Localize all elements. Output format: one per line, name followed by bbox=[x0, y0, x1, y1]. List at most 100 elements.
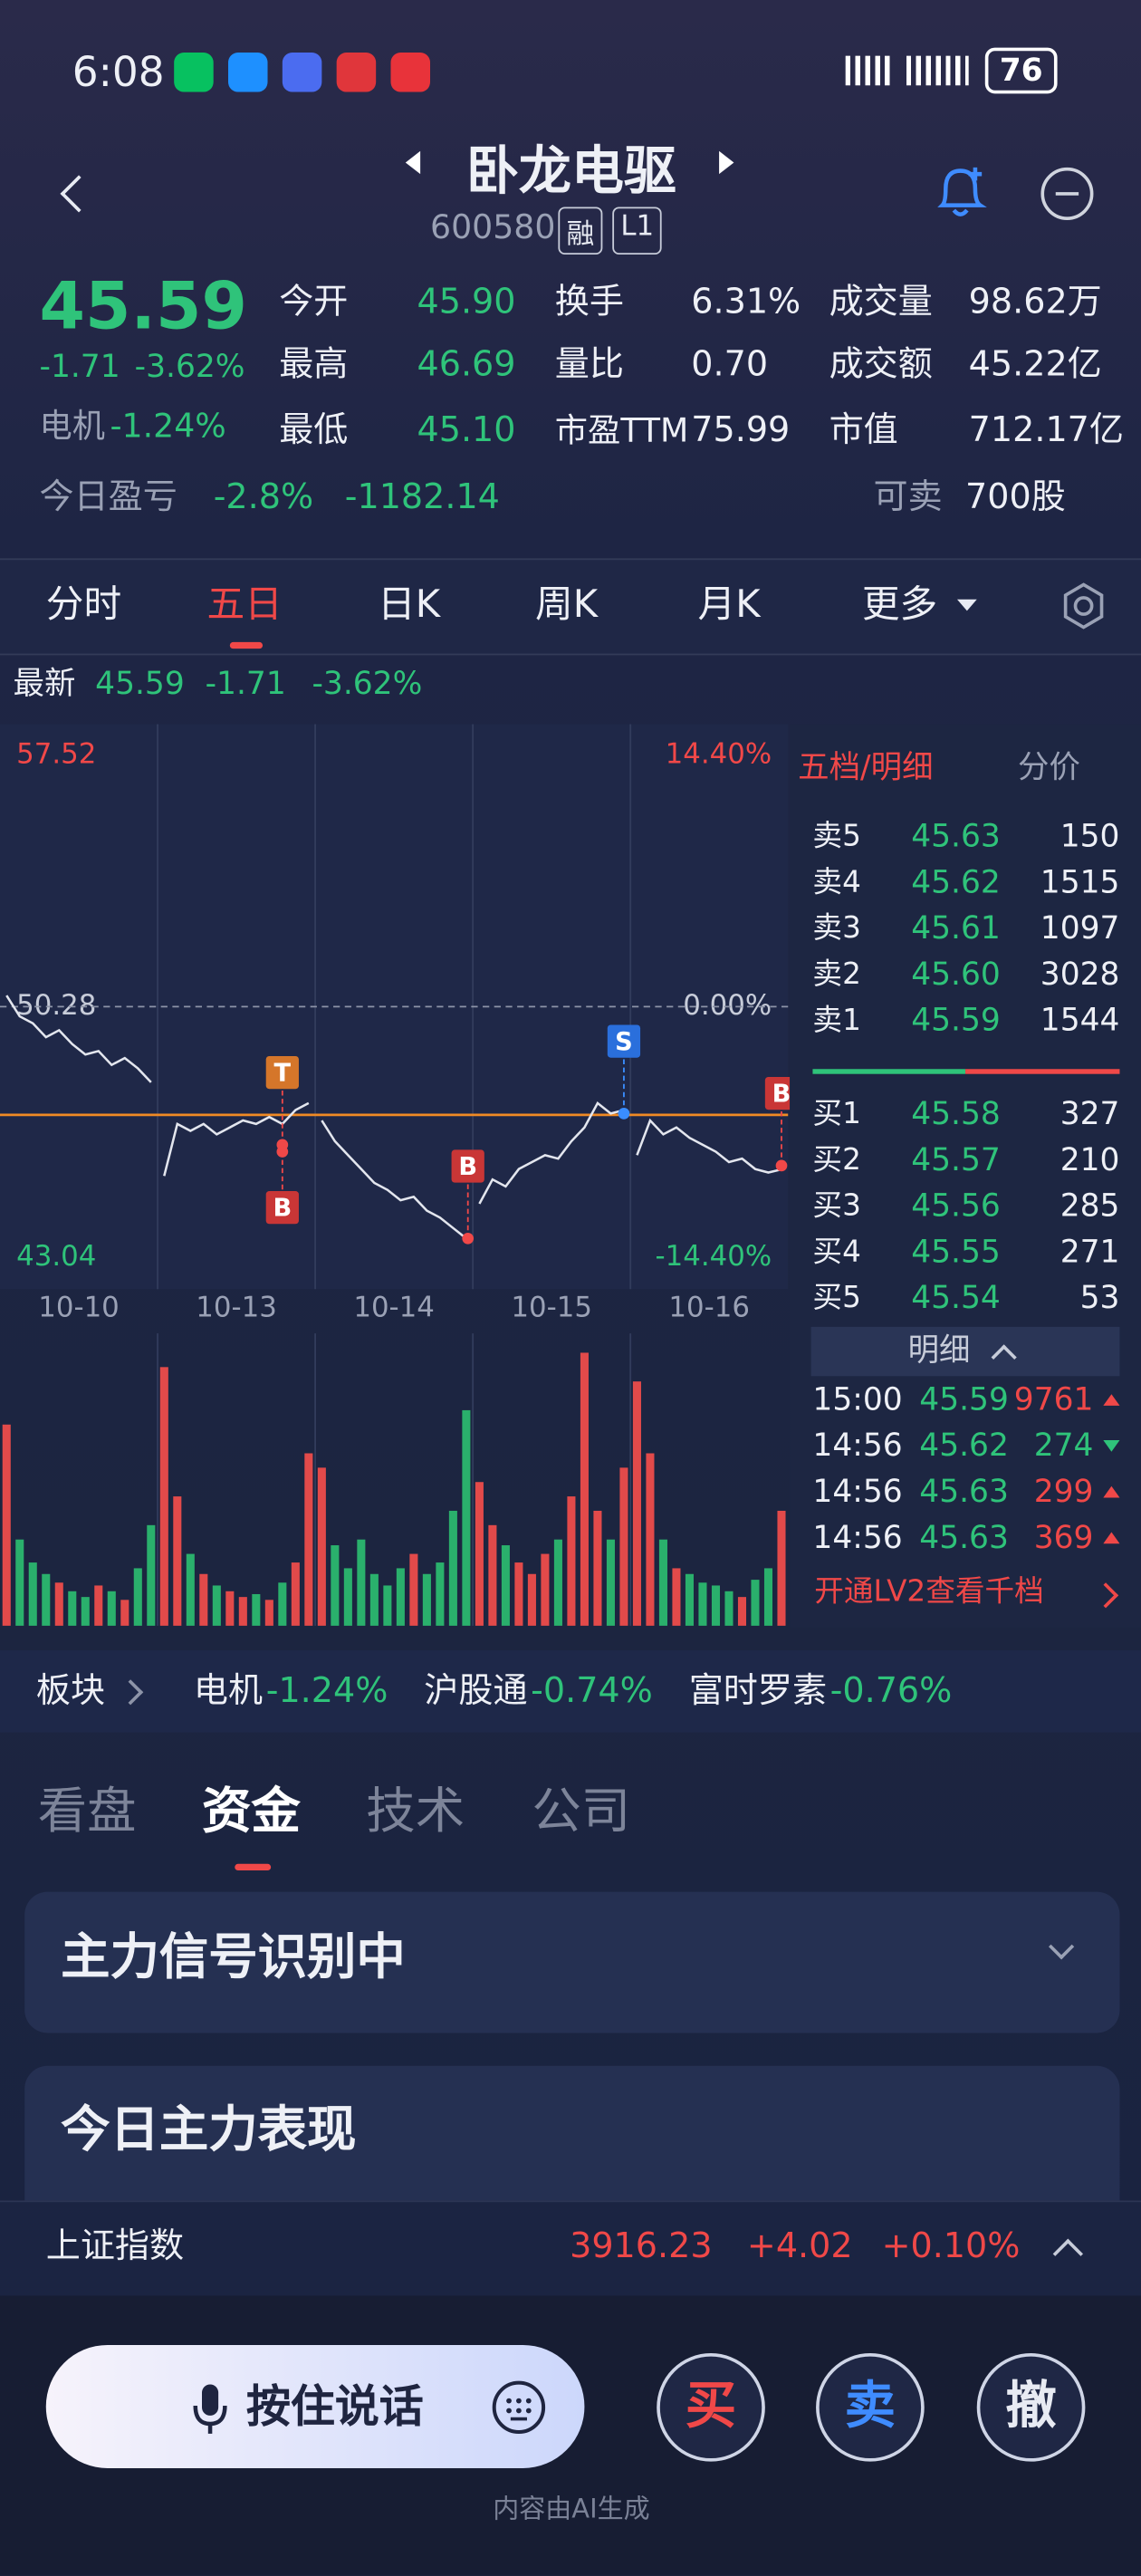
price-line bbox=[321, 1120, 467, 1240]
battery: 76 bbox=[984, 47, 1058, 94]
volume-bar bbox=[763, 1568, 773, 1626]
volume-bar bbox=[278, 1582, 287, 1626]
volume-bar bbox=[107, 1591, 116, 1626]
book-label: 卖2 bbox=[812, 956, 861, 993]
trade-time: 14:56 bbox=[812, 1427, 903, 1465]
book-label: 卖1 bbox=[812, 1003, 861, 1038]
trade-arrow bbox=[1103, 1532, 1120, 1544]
chart-tab[interactable]: 分时 bbox=[45, 583, 122, 627]
marker-label: B bbox=[458, 1153, 477, 1181]
book-price: 45.55 bbox=[911, 1234, 1001, 1271]
stat-value: 712.17亿 bbox=[968, 409, 1124, 449]
book-label: 卖4 bbox=[812, 865, 861, 900]
chart-tab[interactable]: 月K bbox=[697, 583, 761, 627]
card-title: 今日主力表现 bbox=[61, 2101, 357, 2160]
trade-time: 14:56 bbox=[812, 1519, 903, 1556]
trade-price: 45.59 bbox=[919, 1381, 1009, 1418]
marker-label: B bbox=[273, 1194, 292, 1222]
sector-name: 沪股通 bbox=[424, 1670, 528, 1711]
volume-bar bbox=[133, 1568, 142, 1626]
volume-bar bbox=[396, 1568, 405, 1626]
last-price: 45.59 bbox=[39, 269, 247, 345]
latest-change: -1.71 bbox=[205, 666, 286, 703]
action-button[interactable]: 买 bbox=[657, 2353, 765, 2462]
sector-item[interactable]: 富时罗素 -0.76% bbox=[689, 1673, 953, 1708]
detail-label[interactable]: 明细 bbox=[907, 1332, 971, 1370]
lv2-promo[interactable]: 开通LV2查看千档 bbox=[814, 1574, 1044, 1610]
sector-item[interactable]: 电机 -1.24% bbox=[193, 1670, 388, 1711]
sellable-amount[interactable]: 700股 bbox=[965, 476, 1066, 517]
book-ratio-sell bbox=[812, 1069, 966, 1074]
price-line bbox=[5, 995, 152, 1083]
x-tick-label: 10-13 bbox=[196, 1291, 277, 1323]
app-icon bbox=[336, 53, 377, 92]
marker-dot bbox=[462, 1232, 475, 1245]
volume-bar bbox=[646, 1453, 655, 1626]
stat-label: 成交额 bbox=[829, 343, 933, 384]
volume-bar bbox=[369, 1573, 379, 1626]
volume-bar bbox=[777, 1510, 786, 1626]
sector-item[interactable]: 沪股通 -0.74% bbox=[424, 1670, 653, 1711]
sector-name: 电机 bbox=[193, 1670, 264, 1711]
chart-tab[interactable]: 日K bbox=[377, 583, 441, 627]
action-button[interactable]: 卖 bbox=[816, 2353, 925, 2462]
marker-box bbox=[265, 1055, 299, 1090]
section-tab[interactable]: 公司 bbox=[532, 1783, 631, 1841]
book-price: 45.57 bbox=[911, 1141, 1001, 1178]
volume-bar bbox=[238, 1597, 247, 1626]
volume-bar bbox=[199, 1573, 208, 1626]
volume-bar bbox=[304, 1453, 313, 1626]
stat-label: 量比 bbox=[554, 343, 624, 384]
settings-button[interactable] bbox=[1058, 580, 1110, 632]
volume-bar bbox=[751, 1580, 760, 1626]
marker-dot bbox=[618, 1108, 630, 1120]
index-change: +4.02 bbox=[746, 2225, 853, 2266]
index-bar bbox=[0, 2200, 1141, 2298]
book-ratio-buy bbox=[965, 1069, 1120, 1074]
volume-bar bbox=[186, 1553, 195, 1626]
latest-label: 最新 bbox=[13, 666, 76, 703]
sector-pct: -1.24% bbox=[265, 1670, 388, 1711]
chart-tab[interactable]: 五日 bbox=[206, 583, 283, 627]
action-button[interactable]: 撤 bbox=[976, 2353, 1086, 2462]
stat-label: 市盈TTM bbox=[554, 410, 689, 450]
latest-change-pct: -3.62% bbox=[312, 666, 423, 703]
volume-bar bbox=[68, 1591, 77, 1626]
volume-bar bbox=[567, 1496, 576, 1626]
order-book-tab[interactable]: 五档/明细 bbox=[798, 749, 934, 786]
trade-price: 45.63 bbox=[919, 1474, 1009, 1511]
stat-label: 换手 bbox=[554, 281, 624, 322]
chart-tab[interactable]: 更多 bbox=[861, 583, 938, 627]
trade-volume: 9761 bbox=[1013, 1381, 1094, 1418]
volume-bar bbox=[54, 1582, 63, 1626]
book-price: 45.63 bbox=[911, 818, 1001, 855]
volume-bar bbox=[553, 1539, 562, 1626]
volume-bar bbox=[619, 1467, 628, 1626]
prev-stock[interactable] bbox=[405, 150, 421, 175]
remove-button[interactable] bbox=[1038, 164, 1097, 223]
sector-strip-label[interactable]: 板块 bbox=[35, 1670, 106, 1711]
volume-bar bbox=[409, 1553, 418, 1626]
volume-bar bbox=[2, 1424, 11, 1626]
price-dist-tab[interactable]: 分价 bbox=[1018, 749, 1080, 786]
next-stock[interactable] bbox=[719, 150, 734, 175]
pnl-label: 今日盈亏 bbox=[39, 476, 177, 517]
section-tab[interactable]: 技术 bbox=[366, 1783, 465, 1841]
action-label: 撤 bbox=[1005, 2377, 1057, 2437]
alert-button[interactable] bbox=[929, 159, 995, 226]
chart-tab[interactable]: 周K bbox=[535, 583, 599, 627]
volume-bar bbox=[291, 1562, 300, 1626]
section-tab[interactable]: 资金 bbox=[201, 1783, 301, 1841]
volume-bar bbox=[81, 1597, 90, 1626]
volume-bar bbox=[120, 1600, 129, 1626]
section-tab[interactable]: 看盘 bbox=[37, 1783, 137, 1841]
price-line bbox=[636, 1118, 782, 1174]
volume-bar bbox=[264, 1600, 273, 1626]
marker-box bbox=[265, 1191, 299, 1225]
volume-bar bbox=[383, 1585, 392, 1626]
index-value: 3916.23 bbox=[570, 2225, 713, 2266]
book-volume: 3028 bbox=[1040, 956, 1120, 993]
book-label: 卖3 bbox=[812, 911, 861, 947]
keyboard-icon[interactable] bbox=[491, 2379, 547, 2436]
book-price: 45.60 bbox=[911, 956, 1001, 993]
